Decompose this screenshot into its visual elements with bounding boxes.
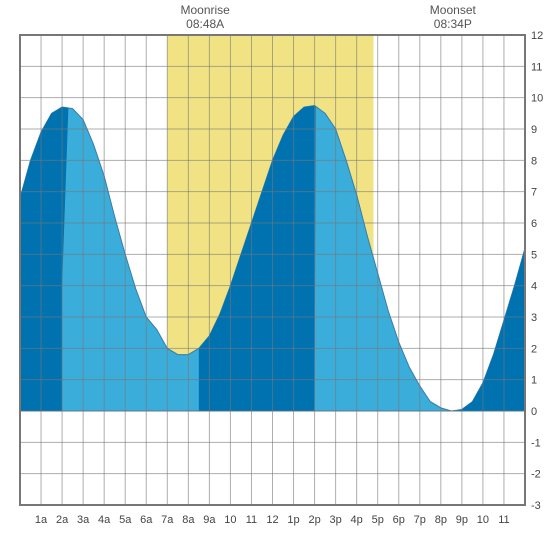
x-tick-label: 9a xyxy=(203,514,216,526)
x-tick-label: 6p xyxy=(393,514,405,526)
annotation-title: Moonrise xyxy=(180,3,230,17)
y-tick-label: 8 xyxy=(531,155,537,167)
x-tick-label: 11 xyxy=(498,514,509,526)
x-tick-label: 1a xyxy=(35,514,48,526)
x-tick-label: 4a xyxy=(98,514,111,526)
x-tick-label: 1p xyxy=(287,514,299,526)
chart-svg: -3-2-101234567891011121a2a3a4a5a6a7a8a9a… xyxy=(0,0,550,550)
x-tick-label: 7a xyxy=(161,514,174,526)
x-tick-label: 10 xyxy=(477,514,489,526)
tide-chart: -3-2-101234567891011121a2a3a4a5a6a7a8a9a… xyxy=(0,0,550,550)
x-tick-label: 5p xyxy=(372,514,384,526)
y-tick-label: 4 xyxy=(531,281,537,293)
x-tick-label: 6a xyxy=(140,514,153,526)
x-tick-label: 9p xyxy=(456,514,468,526)
x-tick-label: 7p xyxy=(414,514,426,526)
x-tick-label: 3p xyxy=(330,514,342,526)
x-tick-label: 8p xyxy=(435,514,447,526)
y-tick-label: 6 xyxy=(531,218,537,230)
x-tick-label: 2a xyxy=(56,514,69,526)
x-tick-label: 4p xyxy=(351,514,363,526)
x-tick-label: 8a xyxy=(182,514,195,526)
x-tick-label: 2p xyxy=(308,514,320,526)
annotation-time: 08:48A xyxy=(186,17,224,31)
y-tick-label: 3 xyxy=(531,312,537,324)
y-tick-label: 10 xyxy=(531,93,543,105)
y-tick-label: 7 xyxy=(531,187,537,199)
y-tick-label: 12 xyxy=(531,30,543,42)
annotation-title: Moonset xyxy=(430,3,477,17)
x-tick-label: 3a xyxy=(77,514,90,526)
y-tick-label: -1 xyxy=(531,437,541,449)
y-tick-label: 5 xyxy=(531,249,537,261)
x-tick-label: 11 xyxy=(246,514,257,526)
y-tick-label: 9 xyxy=(531,124,537,136)
y-tick-label: -2 xyxy=(531,469,541,481)
x-tick-label: 5a xyxy=(119,514,132,526)
y-tick-label: 2 xyxy=(531,343,537,355)
y-tick-label: 11 xyxy=(531,61,542,73)
y-tick-label: 1 xyxy=(531,375,537,387)
x-tick-label: 10 xyxy=(224,514,236,526)
x-tick-label: 12 xyxy=(266,514,278,526)
y-tick-label: -3 xyxy=(531,500,541,512)
annotation-time: 08:34P xyxy=(434,17,472,31)
y-tick-label: 0 xyxy=(531,406,537,418)
